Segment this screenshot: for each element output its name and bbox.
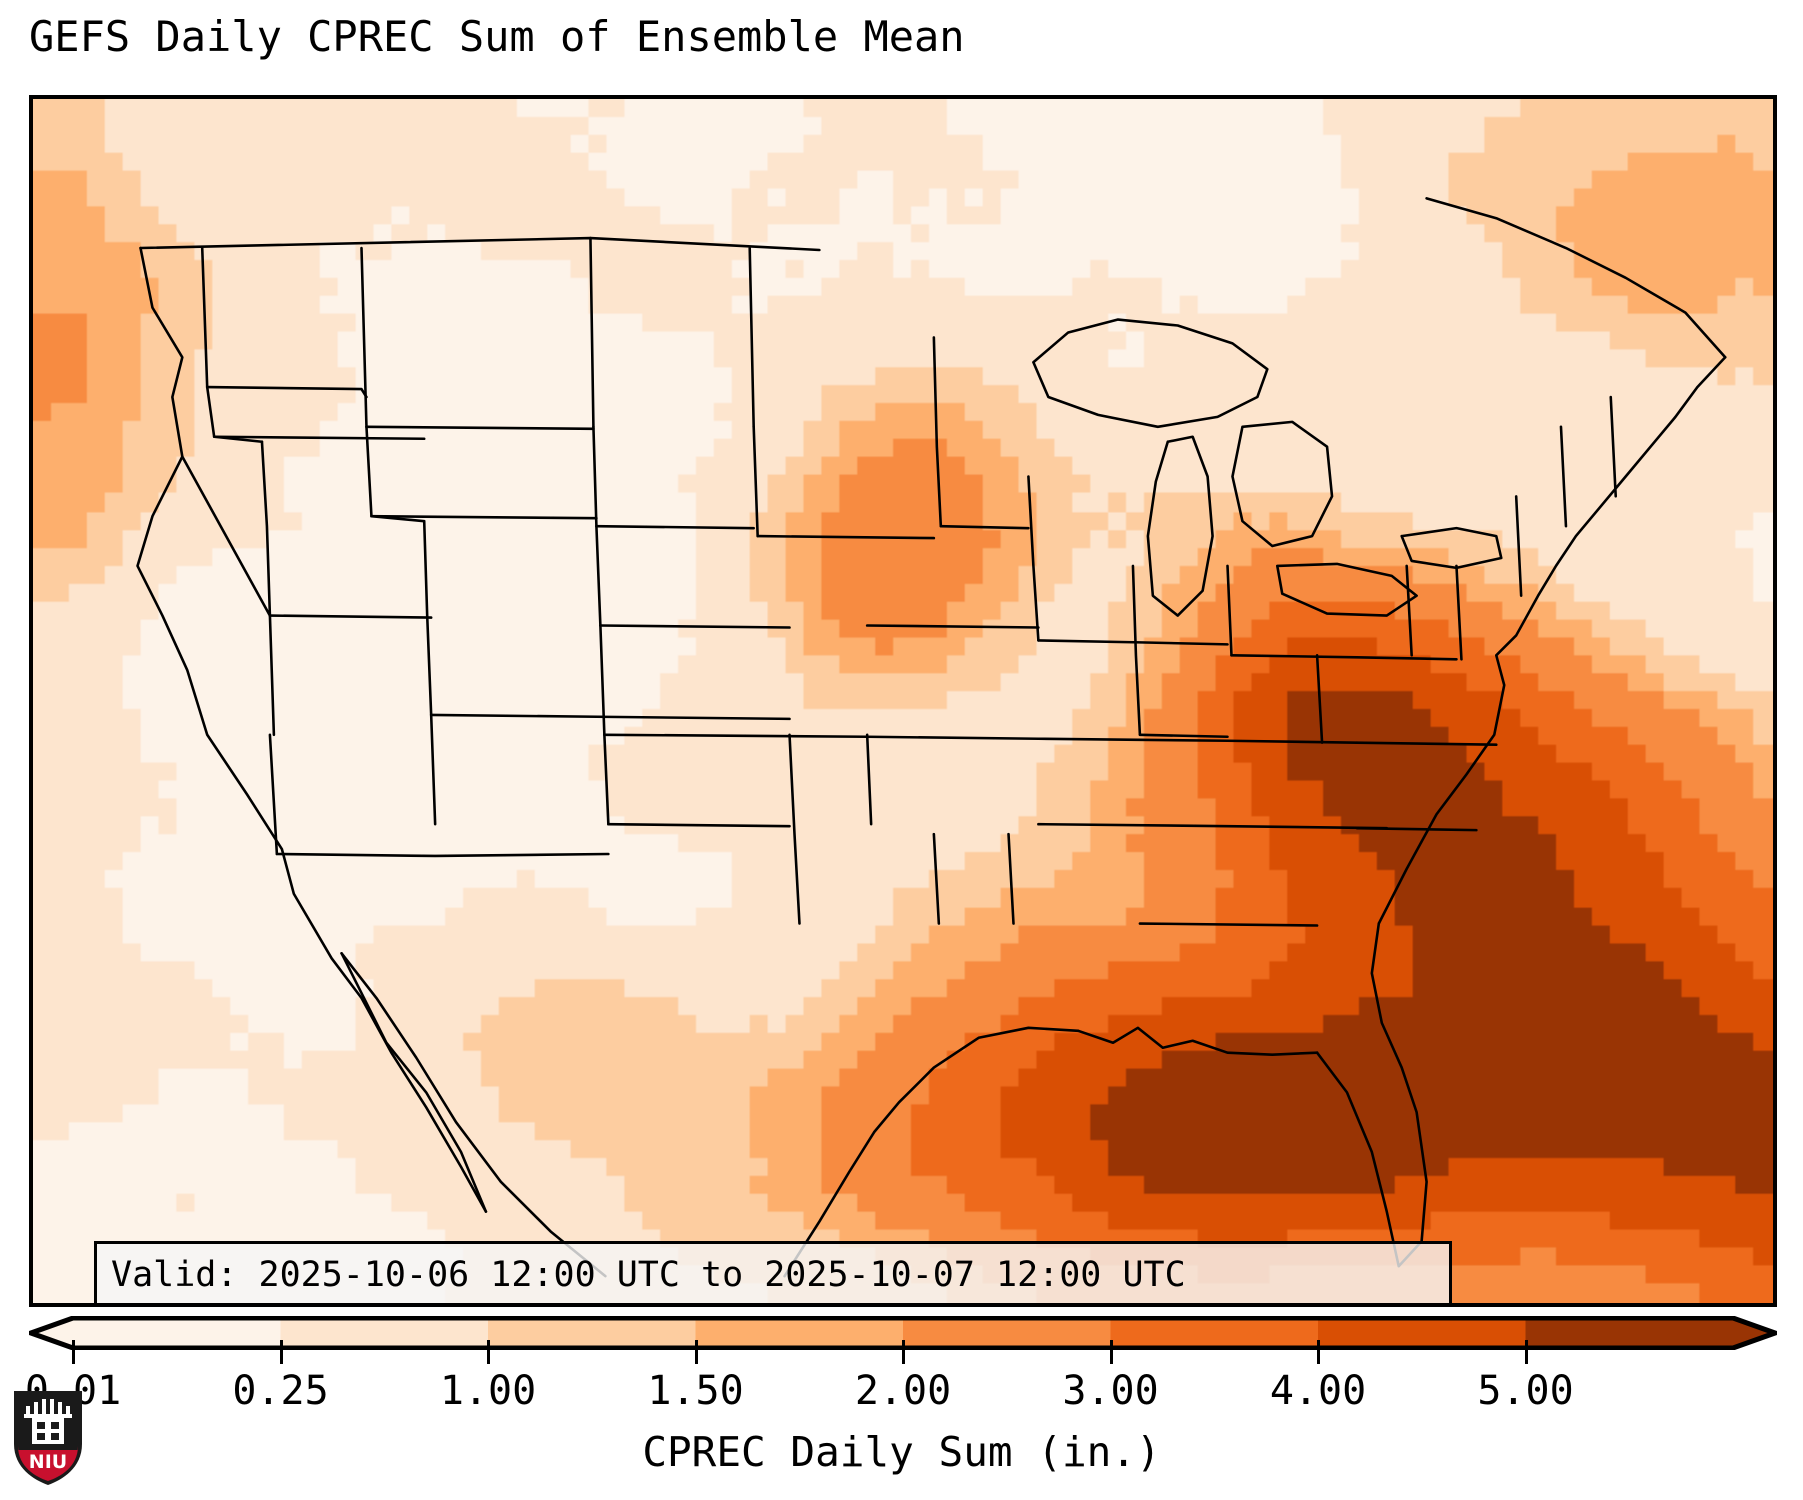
colorbar-tick	[1524, 1340, 1528, 1364]
colorbar-ticks	[29, 1340, 1777, 1366]
map-canvas-container	[33, 99, 1773, 1303]
colorbar-tick-label: 2.00	[854, 1368, 952, 1414]
colorbar-tick-label: 1.50	[647, 1368, 744, 1414]
colorbar-tick	[1317, 1340, 1320, 1364]
colorbar-gradient	[29, 1316, 1777, 1350]
colorbar-tick-label: 1.00	[439, 1368, 537, 1414]
precipitation-heatmap	[33, 99, 1773, 1303]
map-panel: Valid: 2025-10-06 12:00 UTC to 2025-10-0…	[29, 95, 1777, 1307]
colorbar-tick-label: 4.00	[1269, 1368, 1367, 1414]
niu-logo-text: NIU	[29, 1451, 67, 1473]
run-time-text: Run: 2025-09-24 00:00 UTC	[111, 1300, 1435, 1303]
colorbar-tick	[694, 1340, 698, 1364]
page-title: GEFS Daily CPREC Sum of Ensemble Mean	[29, 12, 965, 61]
niu-logo: NIU	[14, 1391, 82, 1485]
colorbar-tick	[1109, 1340, 1113, 1364]
colorbar-tick-label: 5.00	[1477, 1368, 1574, 1414]
geographic-boundaries	[136, 197, 1727, 1278]
colorbar-tick	[72, 1340, 75, 1364]
colorbar-tick-labels: 0.010.251.001.502.003.004.005.00	[0, 1368, 1803, 1424]
colorbar-axis-title: CPREC Daily Sum (in.)	[642, 1428, 1161, 1476]
colorbar-tick	[487, 1340, 490, 1364]
colorbar-tick	[279, 1340, 283, 1364]
forecast-info-box: Valid: 2025-10-06 12:00 UTC to 2025-10-0…	[94, 1241, 1452, 1303]
colorbar	[29, 1316, 1777, 1350]
valid-time-text: Valid: 2025-10-06 12:00 UTC to 2025-10-0…	[111, 1255, 1186, 1295]
colorbar-tick-label: 3.00	[1062, 1368, 1159, 1414]
colorbar-tick-label: 0.25	[232, 1368, 329, 1414]
colorbar-tick	[902, 1340, 905, 1364]
